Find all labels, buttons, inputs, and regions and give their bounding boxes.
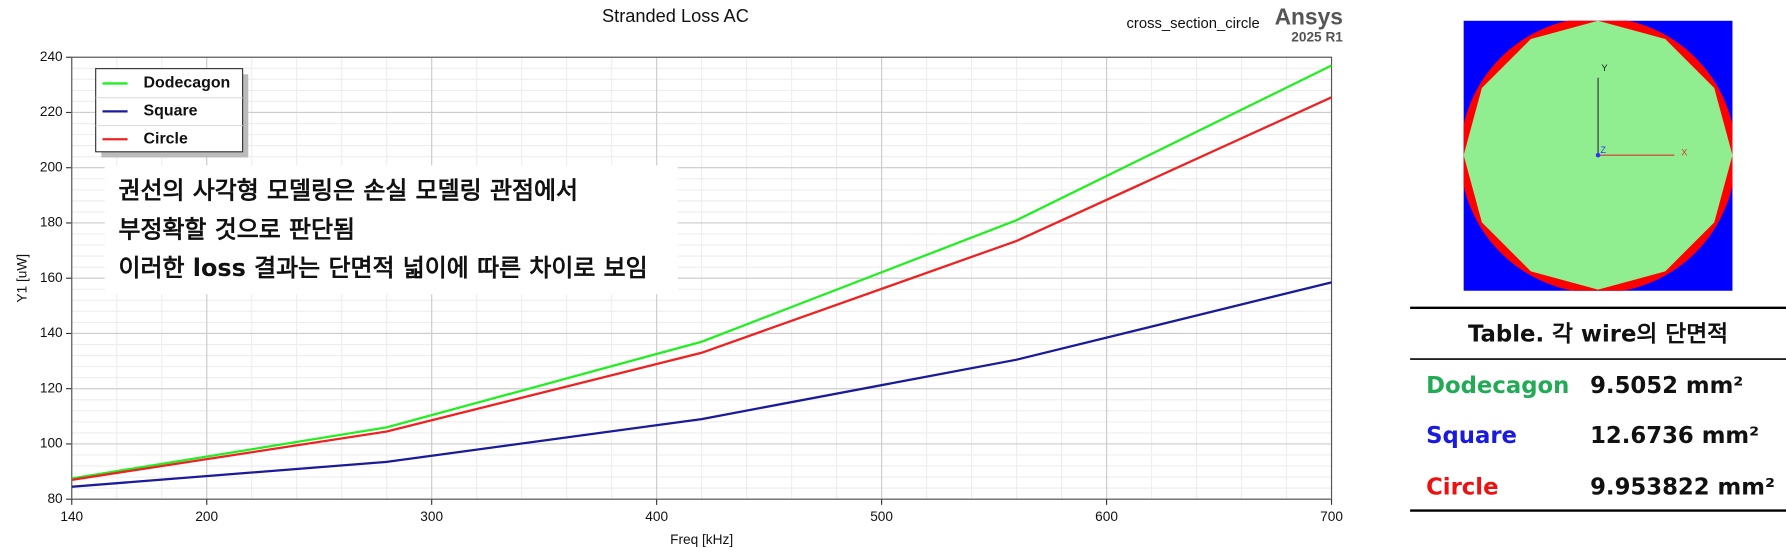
row-value: 12.6736 mm² bbox=[1590, 423, 1759, 449]
x-tick-label: 500 bbox=[870, 509, 893, 524]
series-line bbox=[71, 64, 1333, 480]
x-tick-label: 700 bbox=[1320, 509, 1343, 524]
x-tick-label: 140 bbox=[60, 509, 83, 524]
annotation: 이러한 loss 결과는 단면적 넓이에 따른 차이로 보임 bbox=[118, 254, 647, 282]
y-tick-label: 100 bbox=[40, 436, 63, 451]
table-title: Table. 각 wire의 단면적 bbox=[1468, 322, 1728, 348]
x-tick-label: 400 bbox=[645, 509, 668, 524]
row-name: Circle bbox=[1426, 474, 1498, 500]
annotation: 부정확할 것으로 판단됨 bbox=[118, 215, 355, 243]
annotation: 권선의 사각형 모델링은 손실 모델링 관점에서 bbox=[118, 177, 578, 205]
y-axis-label: Y1 [uW] bbox=[14, 254, 29, 303]
series-line bbox=[71, 281, 1332, 488]
legend-label: Circle bbox=[144, 130, 188, 147]
y-tick-label: 160 bbox=[40, 270, 63, 285]
legend-label: Dodecagon bbox=[144, 75, 231, 92]
row-value: 9.5052 mm² bbox=[1590, 373, 1743, 399]
y-tick-label: 180 bbox=[40, 215, 63, 230]
axis-label: X bbox=[1681, 147, 1687, 157]
area-table: Table. 각 wire의 단면적 Dodecagon 9.5052 mm² … bbox=[1410, 306, 1786, 512]
version: 2025 R1 bbox=[1291, 29, 1343, 44]
y-tick-label: 240 bbox=[40, 49, 63, 64]
row-name: Square bbox=[1426, 423, 1517, 449]
cross-section: Y Z X bbox=[1463, 20, 1733, 291]
y-tick-label: 200 bbox=[40, 159, 63, 174]
axis-label: Z bbox=[1600, 145, 1606, 155]
series-line bbox=[71, 96, 1332, 481]
origin bbox=[1595, 152, 1601, 158]
y-tick-label: 80 bbox=[47, 491, 63, 506]
annotation-box bbox=[104, 165, 678, 295]
x-tick-label: 300 bbox=[420, 509, 443, 524]
chart-title: Stranded Loss AC bbox=[602, 6, 749, 26]
axis-label: Y bbox=[1601, 63, 1607, 73]
plot-frame bbox=[71, 56, 1333, 500]
row-name: Dodecagon bbox=[1426, 373, 1569, 399]
row-value: 9.953822 mm² bbox=[1590, 474, 1775, 500]
design-name: cross_section_circle bbox=[1127, 16, 1260, 32]
x-tick-label: 200 bbox=[195, 509, 218, 524]
brand: Ansys bbox=[1275, 4, 1343, 30]
y-tick-label: 140 bbox=[40, 325, 63, 340]
y-tick-label: 120 bbox=[40, 380, 63, 395]
y-tick-label: 220 bbox=[40, 104, 63, 119]
x-tick-label: 600 bbox=[1095, 509, 1118, 524]
x-axis-label: Freq [kHz] bbox=[670, 532, 733, 547]
legend-label: Square bbox=[144, 103, 198, 120]
